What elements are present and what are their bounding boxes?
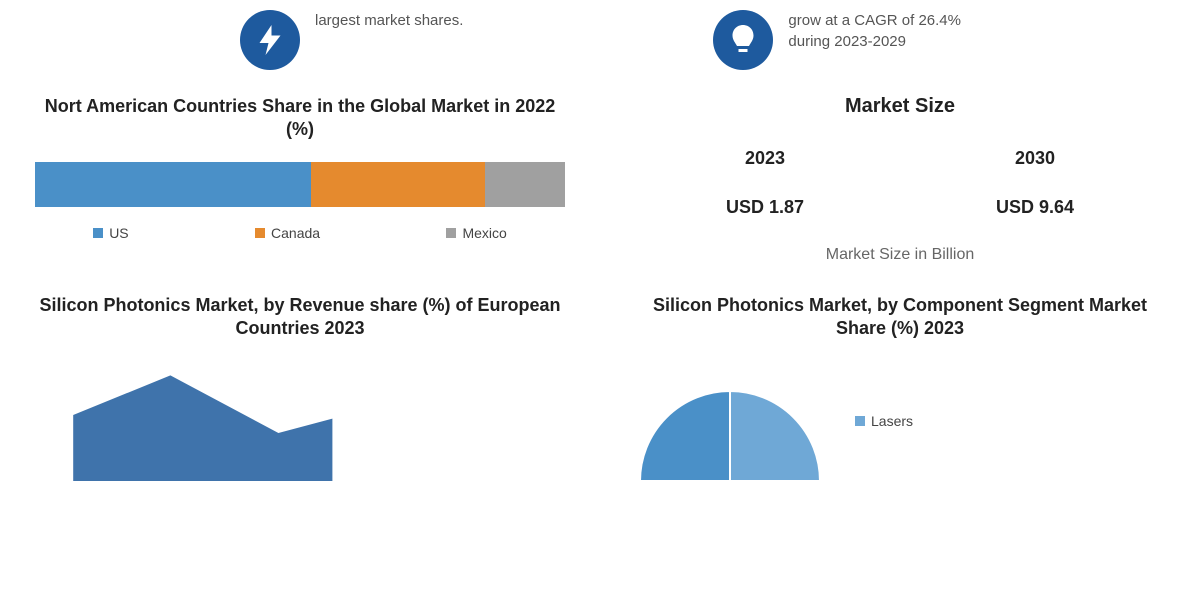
ms-subtitle: Market Size in Billion [630,246,1170,264]
ms-val1: USD 1.87 [726,197,804,218]
legend-swatch-icon [855,416,865,426]
na-share-hbar [30,162,570,207]
pie-legend: Lasers [855,413,913,429]
legend-swatch-icon [255,228,265,238]
bulb-icon [713,10,773,70]
cagr-line1: grow at a CAGR of 26.4% [788,12,961,29]
pie-chart-title: Silicon Photonics Market, by Component S… [630,294,1170,341]
eu-chart-title: Silicon Photonics Market, by Revenue sha… [30,294,570,341]
pie-chart [630,361,830,481]
legend-label: US [109,225,128,241]
hbar-seg-mexico [485,162,565,207]
top-left-note: largest market shares. [315,10,463,31]
hbar-seg-us [35,162,311,207]
legend-label: Canada [271,225,320,241]
pie-legend-item: Lasers [855,413,913,429]
ms-val2: USD 9.64 [996,197,1074,218]
legend-label: Mexico [462,225,506,241]
top-right-note: grow at a CAGR of 26.4% during 2023-2029 [788,10,961,52]
ms-year2: 2030 [1015,148,1055,169]
na-share-title: Nort American Countries Share in the Glo… [30,95,570,142]
lightning-icon [240,10,300,70]
pie-legend-label: Lasers [871,413,913,429]
legend-swatch-icon [93,228,103,238]
legend-item-canada: Canada [255,225,320,241]
legend-item-mexico: Mexico [446,225,506,241]
legend-swatch-icon [446,228,456,238]
cagr-line2: during 2023-2029 [788,33,906,50]
market-size-panel: Market Size 2023 2030 USD 1.87 USD 9.64 … [630,95,1170,264]
eu-area-chart [30,361,570,481]
market-size-title: Market Size [630,95,1170,118]
na-share-legend: US Canada Mexico [30,225,570,241]
hbar-seg-canada [311,162,486,207]
ms-year1: 2023 [745,148,785,169]
legend-item-us: US [93,225,128,241]
